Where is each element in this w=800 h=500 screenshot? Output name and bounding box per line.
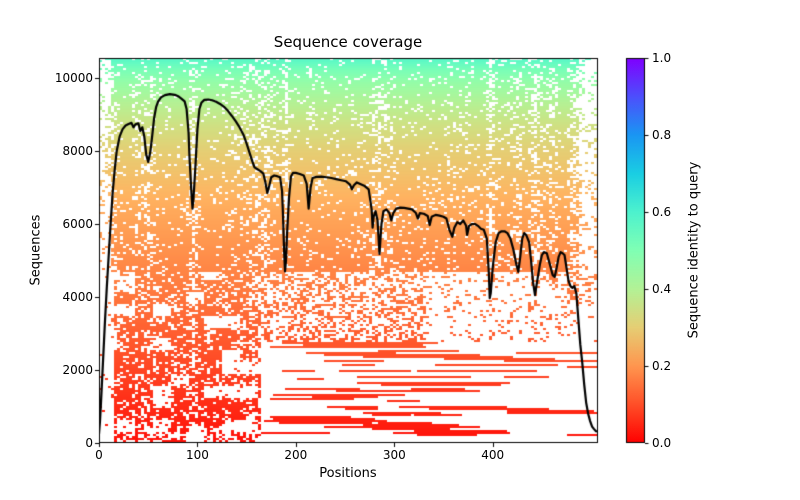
colorbar-tick-label: 0.0: [652, 436, 672, 450]
y-axis-label: Sequences: [28, 214, 44, 286]
x-tick-label: 100: [185, 448, 209, 462]
colorbar-tick-label: 0.6: [652, 205, 672, 219]
x-tick-label: 400: [481, 448, 505, 462]
colorbar-label: Sequence identity to query: [686, 161, 702, 339]
colorbar-tick-label: 0.8: [652, 128, 672, 142]
plot-title: Sequence coverage: [273, 33, 423, 51]
y-tick-label: 8000: [62, 144, 93, 158]
x-axis-label: Positions: [319, 466, 377, 481]
y-tick-label: 0: [85, 436, 93, 450]
colorbar-tick-label: 1.0: [652, 51, 672, 65]
colorbar-tick-label: 0.2: [652, 359, 672, 373]
x-tick-label: 0: [95, 448, 103, 462]
x-tick-label: 300: [382, 448, 406, 462]
x-tick-label: 200: [284, 448, 308, 462]
y-tick-label: 10000: [54, 71, 93, 85]
y-tick-label: 4000: [62, 290, 93, 304]
y-tick-label: 6000: [62, 217, 93, 231]
y-tick-label: 2000: [62, 363, 93, 377]
colorbar-tick-label: 0.4: [652, 282, 672, 296]
